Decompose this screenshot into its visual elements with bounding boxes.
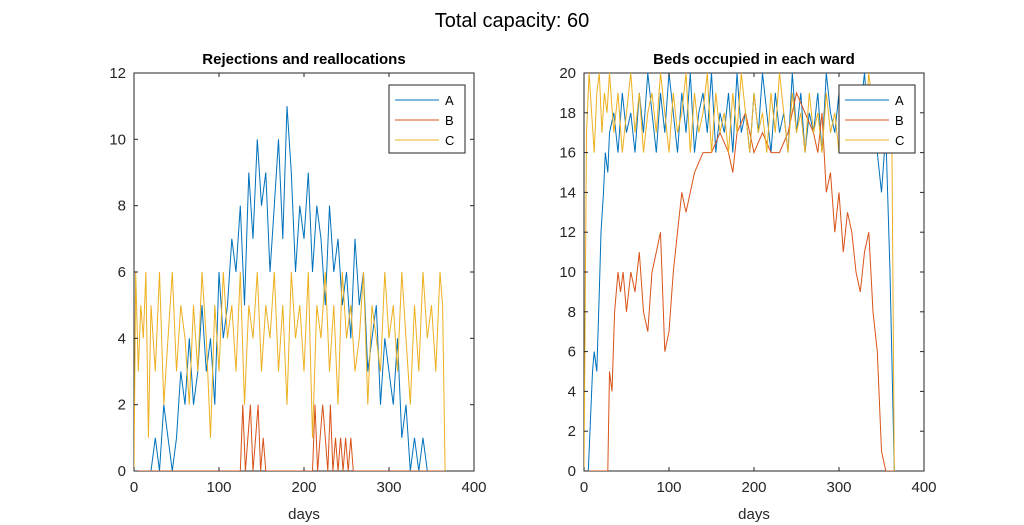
x-tick-label: 400 — [461, 479, 486, 496]
legend: ABC — [838, 84, 916, 154]
y-tick-label: 12 — [109, 65, 126, 82]
y-tick-label: 14 — [559, 184, 576, 201]
x-axis-label: days — [288, 506, 320, 523]
x-tick-label: 0 — [580, 479, 588, 496]
x-tick-label: 400 — [911, 479, 936, 496]
y-tick-label: 2 — [118, 397, 126, 414]
y-tick-label: 18 — [559, 105, 576, 122]
y-tick-label: 10 — [559, 264, 576, 281]
legend-label-c: C — [445, 133, 454, 148]
y-tick-label: 12 — [559, 224, 576, 241]
y-tick-label: 4 — [568, 383, 576, 400]
y-tick-label: 10 — [109, 131, 126, 148]
y-tick-label: 0 — [118, 463, 126, 480]
axes-2: 0 100 200 300 400 0 2 4 6 8 10 12 14 16 18 20 Beds occup… — [559, 51, 936, 523]
y-tick-label: 2 — [568, 423, 576, 440]
x-tick-label: 200 — [741, 479, 766, 496]
legend-label-b: B — [445, 113, 454, 128]
x-tick-label: 0 — [130, 479, 138, 496]
legend: ABC — [388, 84, 466, 154]
series-group — [134, 106, 446, 471]
y-tick-label: 8 — [118, 198, 126, 215]
y-tick-label: 16 — [559, 145, 576, 162]
y-tick-label: 8 — [568, 304, 576, 321]
series-line-a — [134, 106, 445, 471]
y-tick-label: 20 — [559, 65, 576, 82]
x-tick-label: 300 — [826, 479, 851, 496]
legend-label-c: C — [895, 133, 904, 148]
y-tick-label: 6 — [118, 264, 126, 281]
series-line-b — [134, 404, 445, 471]
series-line-b — [584, 91, 895, 471]
axes-title: Rejections and reallocations — [202, 51, 405, 68]
axes-1: 0 100 200 300 400 0 2 4 6 8 10 12 Rejections and rea… — [109, 51, 486, 523]
figure-title: Total capacity: 60 — [434, 10, 590, 32]
x-tick-label: 100 — [656, 479, 681, 496]
x-tick-label: 100 — [206, 479, 231, 496]
legend-label-b: B — [895, 113, 904, 128]
legend-label-a: A — [445, 93, 454, 108]
x-tick-label: 300 — [376, 479, 401, 496]
x-axis-label: days — [738, 506, 770, 523]
legend-box — [838, 84, 916, 154]
y-tick-label: 0 — [568, 463, 576, 480]
legend-label-a: A — [895, 93, 904, 108]
axes-title: Beds occupied in each ward — [653, 51, 855, 68]
legend-box — [388, 84, 466, 154]
series-line-c — [134, 271, 446, 471]
y-tick-label: 4 — [118, 330, 126, 347]
y-tick-label: 6 — [568, 344, 576, 361]
x-tick-label: 200 — [291, 479, 316, 496]
